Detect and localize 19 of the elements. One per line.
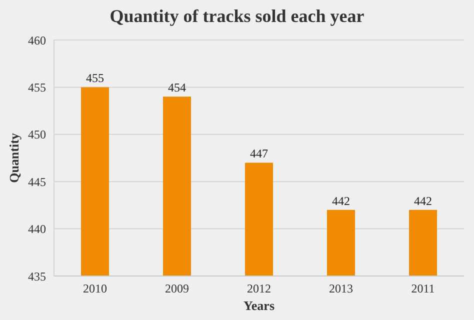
data-label: 447 [250, 146, 268, 161]
y-tick-label: 435 [28, 269, 46, 284]
y-tick-label: 455 [28, 80, 46, 94]
y-tick-label: 440 [28, 222, 46, 236]
x-tick-label: 2013 [329, 282, 353, 296]
x-tick-label: 2012 [247, 282, 271, 296]
x-tick-label: 2011 [411, 282, 435, 296]
y-tick-label: 450 [28, 128, 46, 142]
x-tick-label: 2009 [165, 282, 189, 296]
x-tick-label: 2010 [83, 282, 107, 296]
y-tick-label: 445 [28, 174, 46, 189]
data-label: 442 [332, 194, 350, 208]
data-label: 454 [168, 80, 186, 95]
x-axis-title: Years [243, 298, 275, 313]
data-label: 455 [86, 71, 104, 86]
y-axis-title: Quantity [6, 132, 22, 183]
y-tick-label: 460 [28, 33, 46, 48]
chart-title: Quantity of tracks sold each year [108, 6, 366, 27]
data-label: 442 [414, 194, 432, 208]
